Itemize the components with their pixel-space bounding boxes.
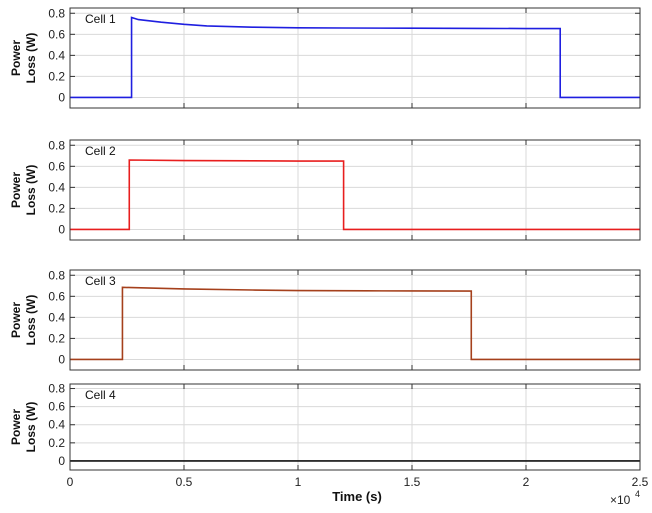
panel-frame xyxy=(69,7,641,109)
panel-2: 0 0.2 0.4 0.6 0.8 Cell 2 PowerLoss (W) xyxy=(9,138,641,241)
y-axis-label-line: Power xyxy=(9,409,23,445)
panel-frame xyxy=(69,139,641,241)
x-tick-label: 0.5 xyxy=(176,475,193,489)
panel-label: Cell 4 xyxy=(85,388,116,402)
y-axis-label-line: Power xyxy=(9,40,23,76)
y-axis-label-line: Loss (W) xyxy=(24,295,38,346)
series-line-cell-2 xyxy=(70,159,640,231)
y-tick-label: 0 xyxy=(58,222,65,236)
y-axis-label: PowerLoss (W) xyxy=(9,295,38,346)
panel-label: Cell 1 xyxy=(85,12,116,26)
series-line-cell-3 xyxy=(70,286,640,361)
panel-3: 0 0.2 0.4 0.6 0.8 Cell 3 PowerLoss (W) xyxy=(9,268,641,371)
y-tick-label: 0 xyxy=(58,90,65,104)
x-multiplier-label: ×10 xyxy=(610,493,631,507)
y-axis-label-line: Power xyxy=(9,302,23,338)
y-tick-label: 0.8 xyxy=(48,6,65,20)
y-tick-label: 0.4 xyxy=(48,310,65,324)
y-tick-label: 0 xyxy=(58,454,65,468)
y-axis-label: PowerLoss (W) xyxy=(9,33,38,84)
y-tick-label: 0.6 xyxy=(48,289,65,303)
y-tick-label: 0.6 xyxy=(48,400,65,414)
y-tick-label: 0.4 xyxy=(48,418,65,432)
y-axis-label-line: Loss (W) xyxy=(24,165,38,216)
y-tick-label: 0.4 xyxy=(48,48,65,62)
x-tick-label: 0 xyxy=(67,475,74,489)
panel-frame xyxy=(69,269,641,371)
panel-frame xyxy=(69,383,641,471)
y-tick-label: 0.8 xyxy=(48,382,65,396)
y-tick-label: 0.2 xyxy=(48,331,65,345)
y-tick-label: 0.2 xyxy=(48,69,65,83)
panel-4: 0 0.2 0.4 0.6 0.8 Cell 4 PowerLoss (W) 0 0.5 1 1.5… xyxy=(9,382,649,489)
y-axis-label-line: Power xyxy=(9,172,23,208)
y-tick-label: 0.2 xyxy=(48,201,65,215)
y-tick-label: 0.8 xyxy=(48,268,65,282)
y-tick-label: 0.6 xyxy=(48,27,65,41)
panel-1: 0 0.2 0.4 0.6 0.8 Cell 1 PowerLoss (W) xyxy=(9,6,641,109)
y-tick-label: 0.2 xyxy=(48,436,65,450)
y-axis-label-line: Loss (W) xyxy=(24,402,38,453)
y-axis-label: PowerLoss (W) xyxy=(9,402,38,453)
panel-background xyxy=(70,384,640,470)
series-line-cell-1 xyxy=(70,16,640,99)
x-tick-label: 1 xyxy=(295,475,302,489)
y-axis-label: PowerLoss (W) xyxy=(9,165,38,216)
x-axis-label: Time (s) xyxy=(332,489,382,504)
y-tick-label: 0.4 xyxy=(48,180,65,194)
y-axis-label-line: Loss (W) xyxy=(24,33,38,84)
y-tick-label: 0 xyxy=(58,352,65,366)
x-exponent-label: 4 xyxy=(635,489,640,499)
panel-background xyxy=(70,270,640,370)
panel-label: Cell 3 xyxy=(85,274,116,288)
x-tick-label: 2.5 xyxy=(632,475,649,489)
panel-background xyxy=(70,8,640,108)
panel-background xyxy=(70,140,640,240)
y-tick-label: 0.8 xyxy=(48,138,65,152)
x-tick-label: 2 xyxy=(523,475,530,489)
y-tick-label: 0.6 xyxy=(48,159,65,173)
panel-label: Cell 2 xyxy=(85,144,116,158)
x-tick-label: 1.5 xyxy=(404,475,421,489)
